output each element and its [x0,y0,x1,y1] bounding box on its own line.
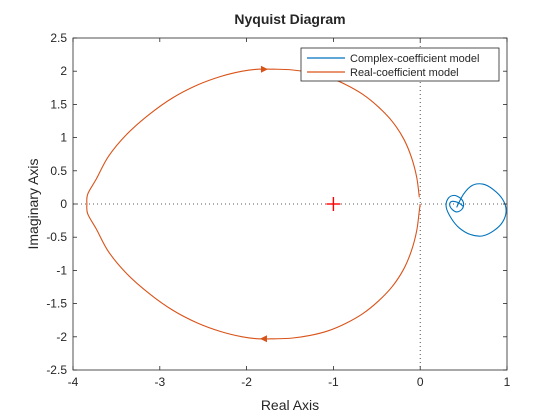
y-tick-label: -2.5 [46,363,67,377]
marker-layer [326,197,341,211]
x-tick-label: -3 [154,375,165,389]
y-tick-label: 2.5 [50,31,67,45]
y-tick-label: -2 [56,330,67,344]
y-tick-label: 1 [60,131,67,145]
x-tick-label: -2 [241,375,252,389]
y-tick-label: 0 [60,197,67,211]
legend-label-real: Real-coefficient model [350,67,459,79]
x-tick-label: -1 [328,375,339,389]
legend-label-complex: Complex-coefficient model [350,53,479,65]
plot-area [72,37,508,371]
legend-box [300,47,500,82]
y-tick-label: -1.5 [46,297,67,311]
direction-arrow-upper [260,65,268,73]
y-tick-label: -1 [56,263,67,277]
direction-arrow-lower [259,335,267,343]
y-axis-label: Imaginary Axis [25,158,41,249]
series-complex-coefficient-line [445,183,507,237]
x-tick-label: -4 [68,375,79,389]
chart-title: Nyquist Diagram [234,11,345,27]
x-axis: -4 -3 -2 -1 0 1 [68,38,511,389]
y-tick-label: 2 [60,64,67,78]
x-tick-label: 1 [504,375,511,389]
y-tick-label: 1.5 [50,97,67,111]
y-tick-label: 0.5 [50,164,67,178]
x-tick-label: 0 [417,375,424,389]
reference-lines [73,38,507,370]
y-axis: -2.5 -2 -1.5 -1 -0.5 0 0.5 1 1.5 2 2.5 [46,31,507,377]
x-axis-label: Real Axis [261,397,319,413]
legend: Complex-coefficient model Real-coefficie… [300,47,500,82]
y-tick-label: -0.5 [46,230,67,244]
